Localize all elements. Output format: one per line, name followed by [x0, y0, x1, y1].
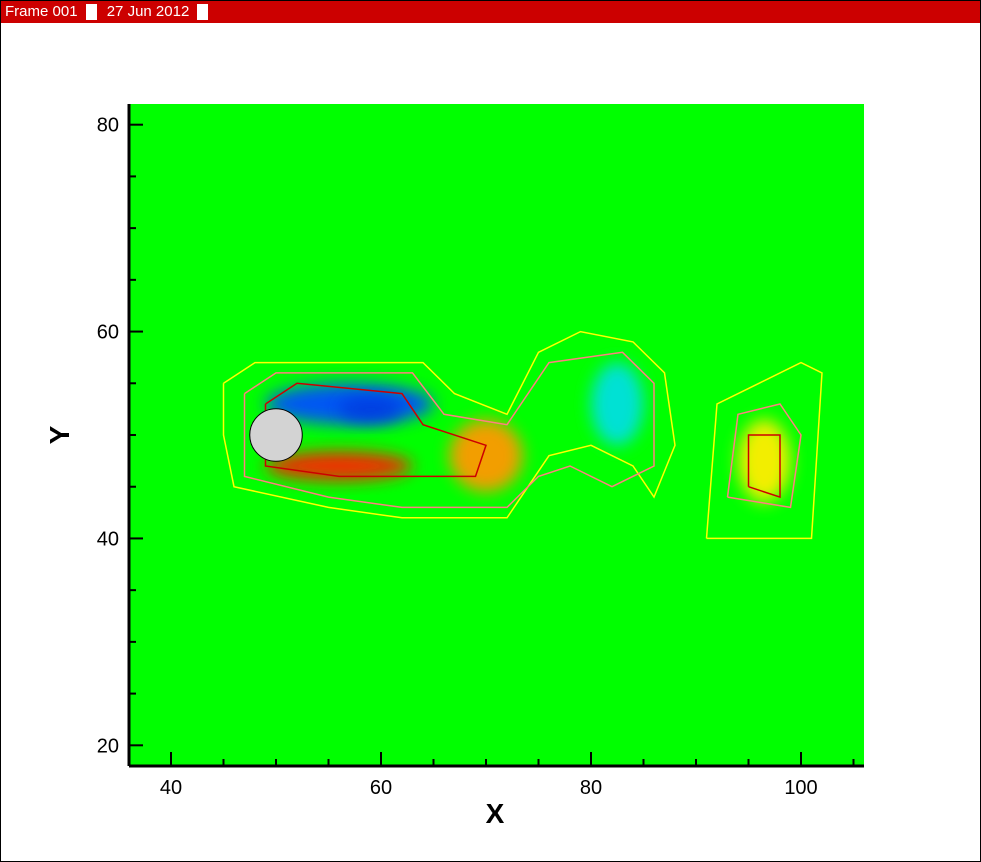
contour-line-1 [243, 351, 655, 509]
frame-label: Frame 001 [5, 3, 78, 20]
frame-header: Frame 001 27 Jun 2012 [1, 1, 980, 23]
y-axis-title: Y [44, 425, 75, 444]
header-separator [85, 4, 97, 21]
y-tick-label: 80 [97, 115, 119, 137]
date-label: 27 Jun 2012 [106, 3, 190, 20]
vortex-yellow [738, 419, 791, 503]
axes: 40 60 80 100 20 40 60 80 [97, 104, 864, 799]
x-axis-title: X [486, 798, 505, 829]
x-tick-label: 60 [370, 777, 392, 799]
contour-line-4 [726, 403, 802, 509]
contour-line-5 [747, 434, 781, 499]
header-separator [197, 4, 209, 21]
y-tick-label: 60 [97, 322, 119, 344]
cylinder [249, 408, 303, 462]
cylinder-layer [249, 408, 303, 462]
contour-layer [222, 330, 823, 540]
x-tick-label: 80 [580, 777, 602, 799]
y-tick-label: 20 [97, 735, 119, 757]
vortex-red [265, 451, 413, 481]
y-tick-label: 40 [97, 528, 119, 550]
vortex-layer [265, 362, 791, 503]
vortex-dark-blue [339, 396, 402, 422]
contour-line-2 [264, 382, 487, 478]
vortex-orange [449, 419, 523, 492]
x-tick-label: 40 [160, 777, 182, 799]
x-tick-label: 100 [784, 777, 817, 799]
contour-line-0 [222, 330, 676, 519]
vortex-cyan [591, 362, 644, 446]
contour-line-3 [705, 361, 823, 540]
